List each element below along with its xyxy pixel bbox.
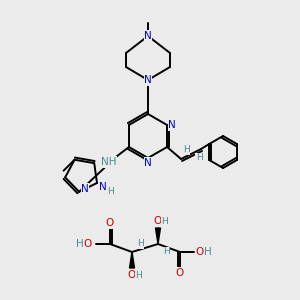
- Text: H: H: [183, 146, 189, 154]
- Text: H: H: [196, 154, 202, 163]
- Text: NH: NH: [101, 157, 117, 167]
- Text: O: O: [84, 239, 92, 249]
- Text: H: H: [162, 217, 168, 226]
- Text: H: H: [204, 247, 212, 257]
- Text: N: N: [81, 184, 89, 194]
- Text: H: H: [106, 188, 113, 196]
- Text: O: O: [128, 270, 136, 280]
- Text: O: O: [196, 247, 204, 257]
- Text: O: O: [154, 216, 162, 226]
- Text: N: N: [168, 120, 176, 130]
- Text: N: N: [144, 158, 152, 168]
- Text: H: H: [76, 239, 84, 249]
- Polygon shape: [130, 252, 134, 268]
- Text: O: O: [106, 218, 114, 228]
- Text: H: H: [136, 271, 142, 280]
- Text: O: O: [176, 268, 184, 278]
- Polygon shape: [155, 228, 160, 244]
- Text: N: N: [99, 182, 107, 192]
- Text: H: H: [136, 239, 143, 248]
- Text: N: N: [144, 31, 152, 41]
- Text: H: H: [163, 248, 170, 256]
- Text: N: N: [144, 75, 152, 85]
